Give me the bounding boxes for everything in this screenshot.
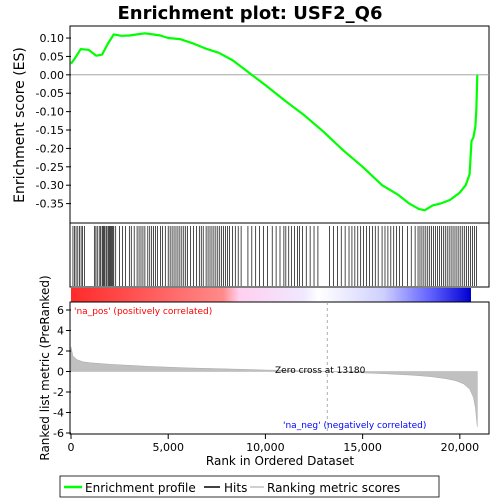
ranked-ylabel: Ranked list metric (PreRanked) [38,275,52,460]
x-tick-label: 10,000 [246,441,285,454]
es-ytick-label: 0.00 [40,69,65,82]
es-ytick-label: -0.15 [36,124,64,137]
ranked-metric-layer [70,302,478,433]
es-ytick-label: 0.05 [40,50,65,63]
x-tick-label: 0 [68,441,75,454]
legend-hits-label: Hits [224,481,247,495]
es-ytick-label: -0.35 [36,198,64,211]
rank-color-bar [71,288,471,302]
hits-panel-frame [69,222,490,288]
hits-layer [72,226,477,286]
legend-profile-label: Enrichment profile [85,481,196,495]
es-ytick-label: -0.05 [36,87,64,100]
neg-correlated-label: 'na_neg' (negatively correlated) [283,421,426,431]
ranking-metric-area [70,346,478,427]
es-ylabel: Enrichment score (ES) [12,47,28,203]
es-panel-frame [69,25,490,224]
ranked-ytick-label: 4 [57,325,64,338]
ranked-ytick-label: 0 [57,366,64,379]
x-axis-label: Rank in Ordered Dataset [206,454,354,468]
ranked-panel-frame [69,301,490,435]
axis-layer: 0.10 0.05 0.00 -0.05 -0.10 -0.15 -0.20 -0.25 -0.… [36,32,480,454]
legend-metric-label: Ranking metric scores [267,481,400,495]
x-tick-label: 20,000 [441,441,480,454]
es-ytick-label: -0.25 [36,161,64,174]
es-ytick-label: 0.10 [40,32,65,45]
ranked-ytick-label: -2 [53,386,64,399]
es-ytick-label: -0.10 [36,106,64,119]
x-tick-label: 15,000 [343,441,382,454]
es-ytick-label: -0.30 [36,179,64,192]
enrichment-profile-line [70,32,479,212]
legend-box [59,475,440,498]
es-layer [70,32,489,212]
ranked-ytick-label: -6 [53,427,64,440]
chart-title: Enrichment plot: USF2_Q6 [117,3,382,24]
ranked-ytick-label: -4 [53,407,64,420]
pos-correlated-label: 'na_pos' (positively correlated) [74,307,212,317]
es-ytick-label: -0.20 [36,142,64,155]
ranked-ytick-label: 6 [57,304,64,317]
zero-cross-label: Zero cross at 13180 [275,366,366,376]
x-tick-label: 5,000 [152,441,184,454]
ranked-ytick-label: 2 [57,345,64,358]
